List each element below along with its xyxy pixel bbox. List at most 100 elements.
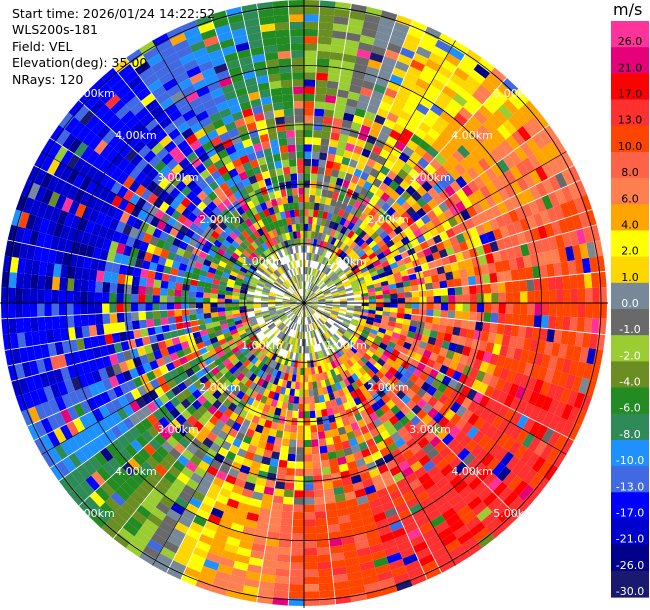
range-gate: [342, 210, 350, 220]
range-gate: [102, 281, 111, 293]
range-gate: [315, 525, 329, 534]
range-gate: [196, 405, 208, 416]
range-gate: [306, 289, 310, 297]
range-gate: [537, 129, 553, 146]
range-gate: [509, 359, 520, 373]
range-gate: [72, 417, 86, 433]
range-gate: [410, 20, 428, 33]
range-gate: [154, 208, 165, 220]
range-gate: [261, 355, 269, 364]
range-gate: [166, 435, 179, 448]
start-time-text: Start time: 2026/01/24 14:22:52: [12, 6, 216, 21]
range-gate: [231, 378, 241, 388]
range-gate: [522, 338, 532, 351]
range-gate: [298, 346, 302, 354]
range-gate: [92, 436, 106, 452]
range-gate: [353, 168, 363, 178]
range-gate: [449, 359, 459, 371]
range-gate: [412, 509, 427, 522]
range-gate: [31, 260, 41, 276]
range-gate: [305, 309, 309, 317]
range-gate: [290, 547, 304, 556]
range-gate: [247, 343, 256, 352]
ray-gap-line: [125, 57, 242, 218]
range-gate: [292, 337, 297, 346]
range-gate: [406, 65, 422, 78]
range-gate: [304, 310, 307, 318]
range-gate: [227, 278, 236, 285]
range-gate: [427, 407, 439, 419]
range-gate: [140, 417, 153, 431]
range-gate: [260, 252, 268, 261]
range-gate: [258, 353, 266, 362]
range-gate: [149, 488, 165, 502]
range-gate: [487, 262, 497, 274]
range-gate: [155, 333, 165, 343]
range-gate: [498, 303, 506, 314]
range-gate: [142, 46, 160, 61]
ray-gap-line: [78, 373, 226, 507]
range-gate: [265, 397, 273, 406]
range-gate: [320, 334, 326, 342]
range-gate: [311, 284, 317, 292]
range-gate: [158, 189, 170, 202]
range-gate: [485, 230, 497, 243]
range-gate: [269, 310, 277, 315]
range-gate: [326, 153, 336, 162]
range-gate: [509, 396, 522, 412]
range-gate: [421, 478, 436, 491]
range-gate: [210, 538, 226, 550]
range-gate: [317, 297, 326, 300]
range-gate: [535, 165, 549, 182]
range-gate: [251, 491, 264, 501]
range-gate: [352, 354, 361, 362]
range-gate: [293, 396, 300, 404]
range-gate: [188, 290, 197, 298]
range-gate: [250, 321, 258, 327]
range-gate: [494, 447, 509, 462]
range-gate: [125, 476, 140, 491]
range-gate: [159, 230, 169, 242]
range-gate: [376, 197, 386, 208]
range-gate: [343, 266, 351, 274]
range-gate: [319, 452, 329, 461]
range-gate: [294, 209, 300, 217]
range-gate: [372, 383, 382, 393]
range-gate: [104, 428, 118, 443]
range-gate: [251, 53, 266, 64]
range-gate: [288, 321, 294, 328]
range-gate: [277, 204, 285, 213]
range-gate: [176, 139, 190, 152]
range-gate: [277, 250, 284, 258]
range-gate: [197, 211, 208, 222]
range-gate: [285, 409, 293, 418]
range-gate: [37, 289, 45, 303]
range-gate: [467, 95, 483, 110]
range-gate: [273, 14, 290, 24]
range-gate: [376, 24, 394, 36]
range-gate: [435, 241, 446, 252]
range-gate: [391, 248, 401, 258]
range-gate: [104, 163, 118, 178]
range-gate: [212, 196, 223, 207]
range-gate: [137, 144, 151, 159]
range-gate: [482, 321, 491, 333]
range-gate: [455, 405, 468, 418]
range-gate: [490, 163, 504, 178]
range-gate: [433, 400, 445, 412]
range-gate: [578, 211, 590, 229]
range-gate: [86, 150, 100, 166]
range-gate: [355, 351, 363, 360]
range-gate: [310, 253, 315, 261]
range-gate: [98, 404, 111, 419]
range-gate: [360, 508, 374, 519]
range-gate: [290, 173, 298, 181]
range-gate: [207, 235, 217, 245]
range-gate: [290, 216, 296, 225]
range-gate: [368, 498, 382, 509]
range-gate: [289, 209, 295, 218]
range-gate: [64, 239, 74, 254]
range-gate: [292, 79, 304, 87]
range-gate: [472, 235, 483, 248]
range-gate: [359, 560, 375, 572]
